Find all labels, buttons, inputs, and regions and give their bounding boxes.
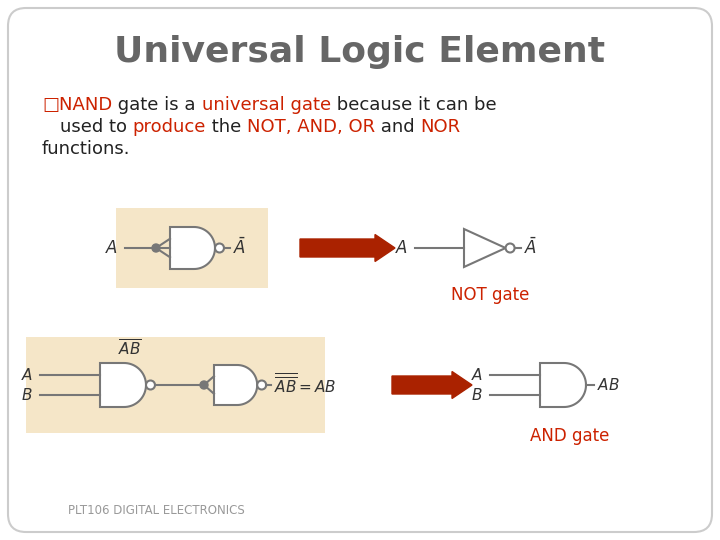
- FancyBboxPatch shape: [8, 8, 712, 532]
- Circle shape: [152, 244, 160, 252]
- Circle shape: [215, 244, 224, 253]
- FancyArrow shape: [300, 234, 395, 261]
- Circle shape: [200, 381, 208, 389]
- Text: AND gate: AND gate: [531, 427, 610, 445]
- Text: $\bar{A}$: $\bar{A}$: [233, 238, 246, 258]
- Text: produce: produce: [132, 118, 206, 136]
- Polygon shape: [170, 227, 215, 269]
- Polygon shape: [464, 229, 505, 267]
- Text: used to: used to: [60, 118, 132, 136]
- Text: gate is a: gate is a: [112, 96, 202, 114]
- Text: $A$: $A$: [21, 367, 33, 383]
- Text: $A$: $A$: [395, 239, 408, 257]
- Circle shape: [146, 381, 155, 389]
- Circle shape: [257, 381, 266, 389]
- Text: because it can be: because it can be: [330, 96, 496, 114]
- Circle shape: [505, 244, 515, 253]
- Text: PLT106 DIGITAL ELECTRONICS: PLT106 DIGITAL ELECTRONICS: [68, 503, 245, 516]
- FancyBboxPatch shape: [26, 337, 325, 433]
- Text: functions.: functions.: [42, 140, 130, 158]
- Text: □NAND: □NAND: [42, 96, 112, 114]
- Text: NOT gate: NOT gate: [451, 286, 529, 304]
- Text: $\bar{A}$: $\bar{A}$: [523, 238, 536, 258]
- Text: $A$: $A$: [105, 239, 118, 257]
- Text: $AB$: $AB$: [597, 377, 620, 393]
- Text: $\overline{AB}$: $\overline{AB}$: [118, 339, 142, 359]
- FancyBboxPatch shape: [116, 208, 268, 288]
- Polygon shape: [214, 365, 257, 405]
- Text: $\overline{\overline{AB}} = AB$: $\overline{\overline{AB}} = AB$: [274, 373, 336, 397]
- Text: and: and: [375, 118, 420, 136]
- Text: Universal Logic Element: Universal Logic Element: [114, 35, 606, 69]
- Text: NOT, AND, OR: NOT, AND, OR: [247, 118, 375, 136]
- Text: $B$: $B$: [472, 387, 483, 403]
- Text: universal gate: universal gate: [202, 96, 330, 114]
- Polygon shape: [540, 363, 586, 407]
- Text: $A$: $A$: [471, 367, 483, 383]
- FancyArrow shape: [392, 372, 472, 399]
- Polygon shape: [100, 363, 146, 407]
- Text: the: the: [206, 118, 247, 136]
- Text: $B$: $B$: [22, 387, 33, 403]
- Text: NOR: NOR: [420, 118, 461, 136]
